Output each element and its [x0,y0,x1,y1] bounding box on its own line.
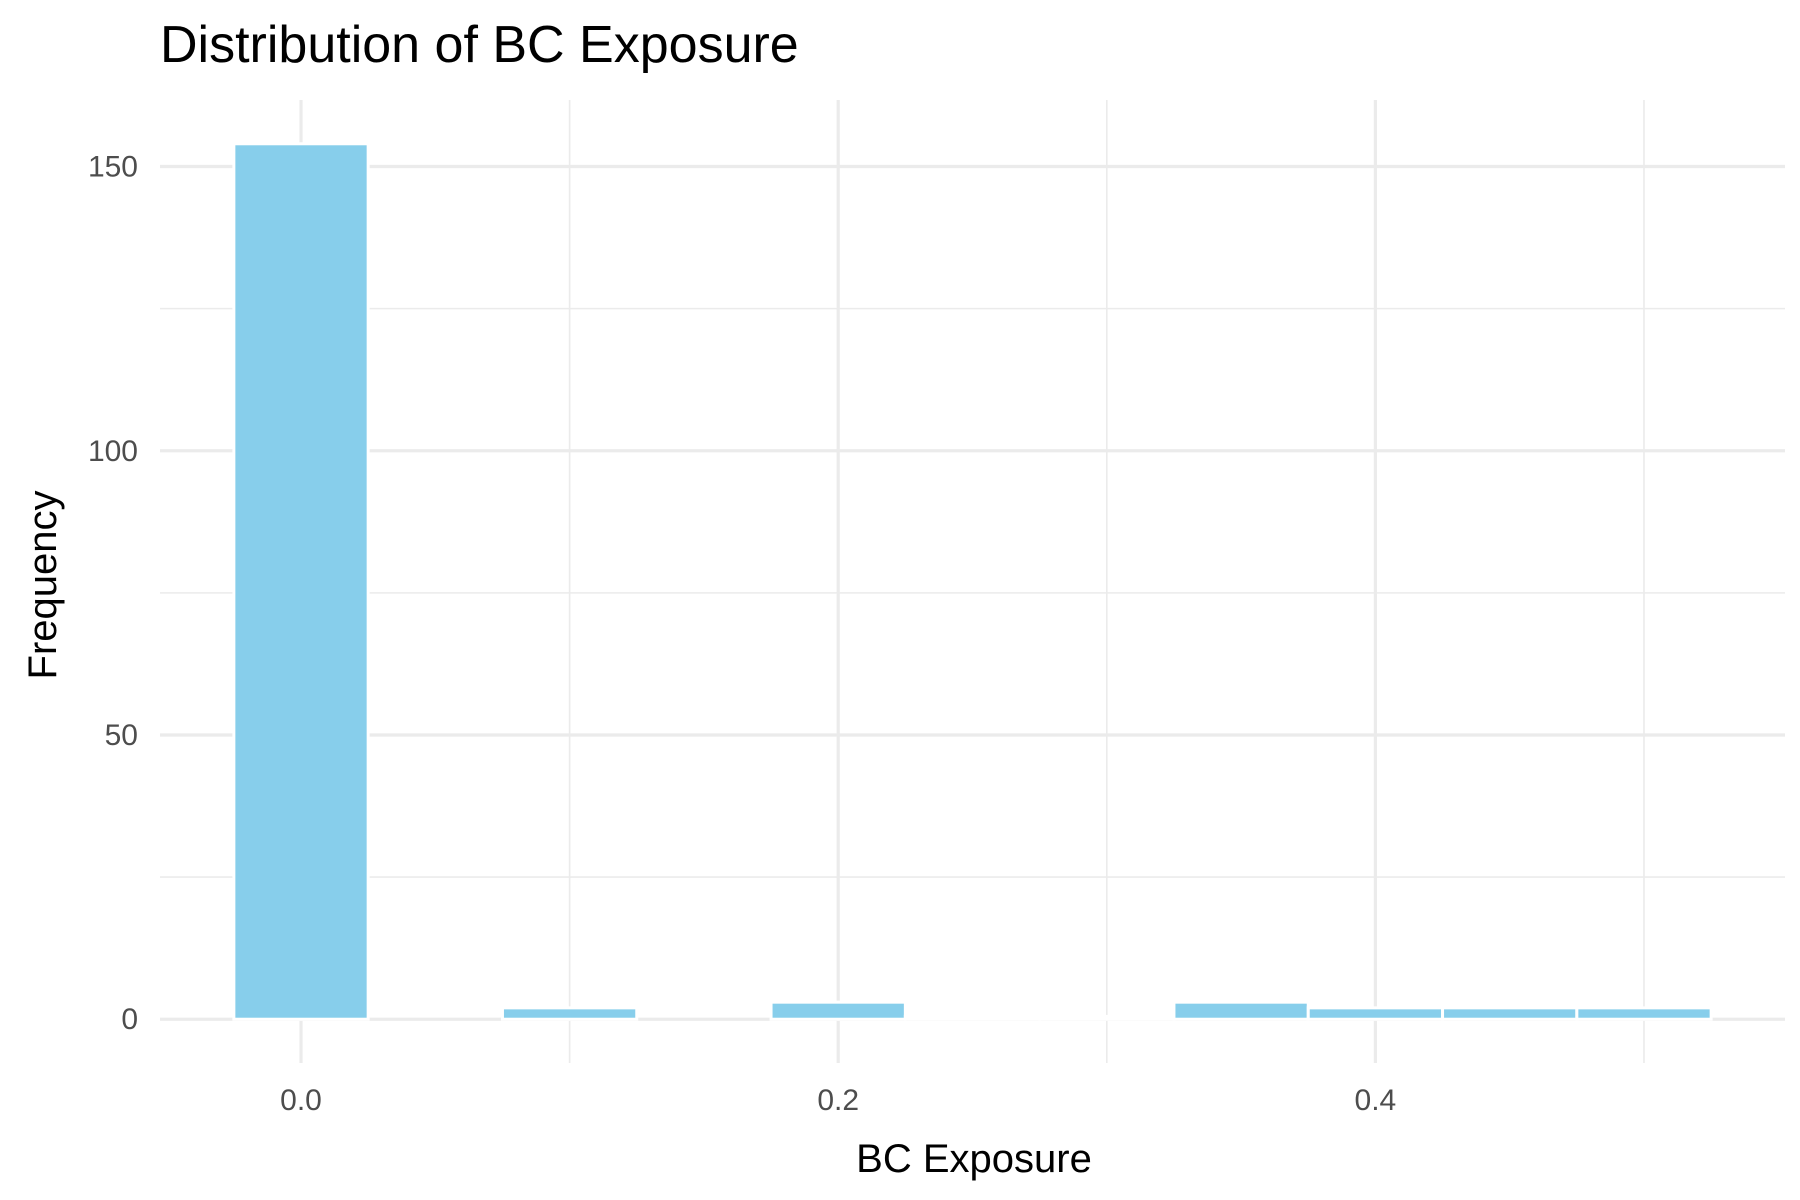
histogram-bar [1575,1006,1713,1021]
x-tick-label: 0.0 [280,1084,322,1117]
chart-title: Distribution of BC Exposure [160,16,799,74]
y-tick-label: 50 [105,719,138,752]
histogram-bar [769,1000,907,1021]
histogram-bar [903,1014,1042,1021]
histogram-bar [500,1006,639,1021]
x-tick-label: 0.4 [1355,1084,1397,1117]
y-axis-title: Frequency [21,491,65,680]
major-gridlines [160,100,1785,1063]
minor-gridlines [160,100,1785,1063]
histogram-bar [1306,1006,1445,1021]
histogram-bar [1441,1006,1579,1021]
y-tick-label: 0 [121,1003,138,1036]
histogram-bar [1172,1000,1310,1021]
x-axis-title: BC Exposure [856,1137,1092,1181]
y-tick-label: 100 [88,435,138,468]
x-axis-tick-labels: 0.0 0.2 0.4 [280,1084,1396,1117]
histogram-bars [232,142,1713,1021]
histogram-bar [232,142,370,1021]
x-tick-label: 0.2 [817,1084,859,1117]
histogram-bar [1038,1014,1176,1021]
y-axis-tick-labels: 0 50 100 150 [88,151,138,1037]
y-tick-label: 150 [88,151,138,184]
